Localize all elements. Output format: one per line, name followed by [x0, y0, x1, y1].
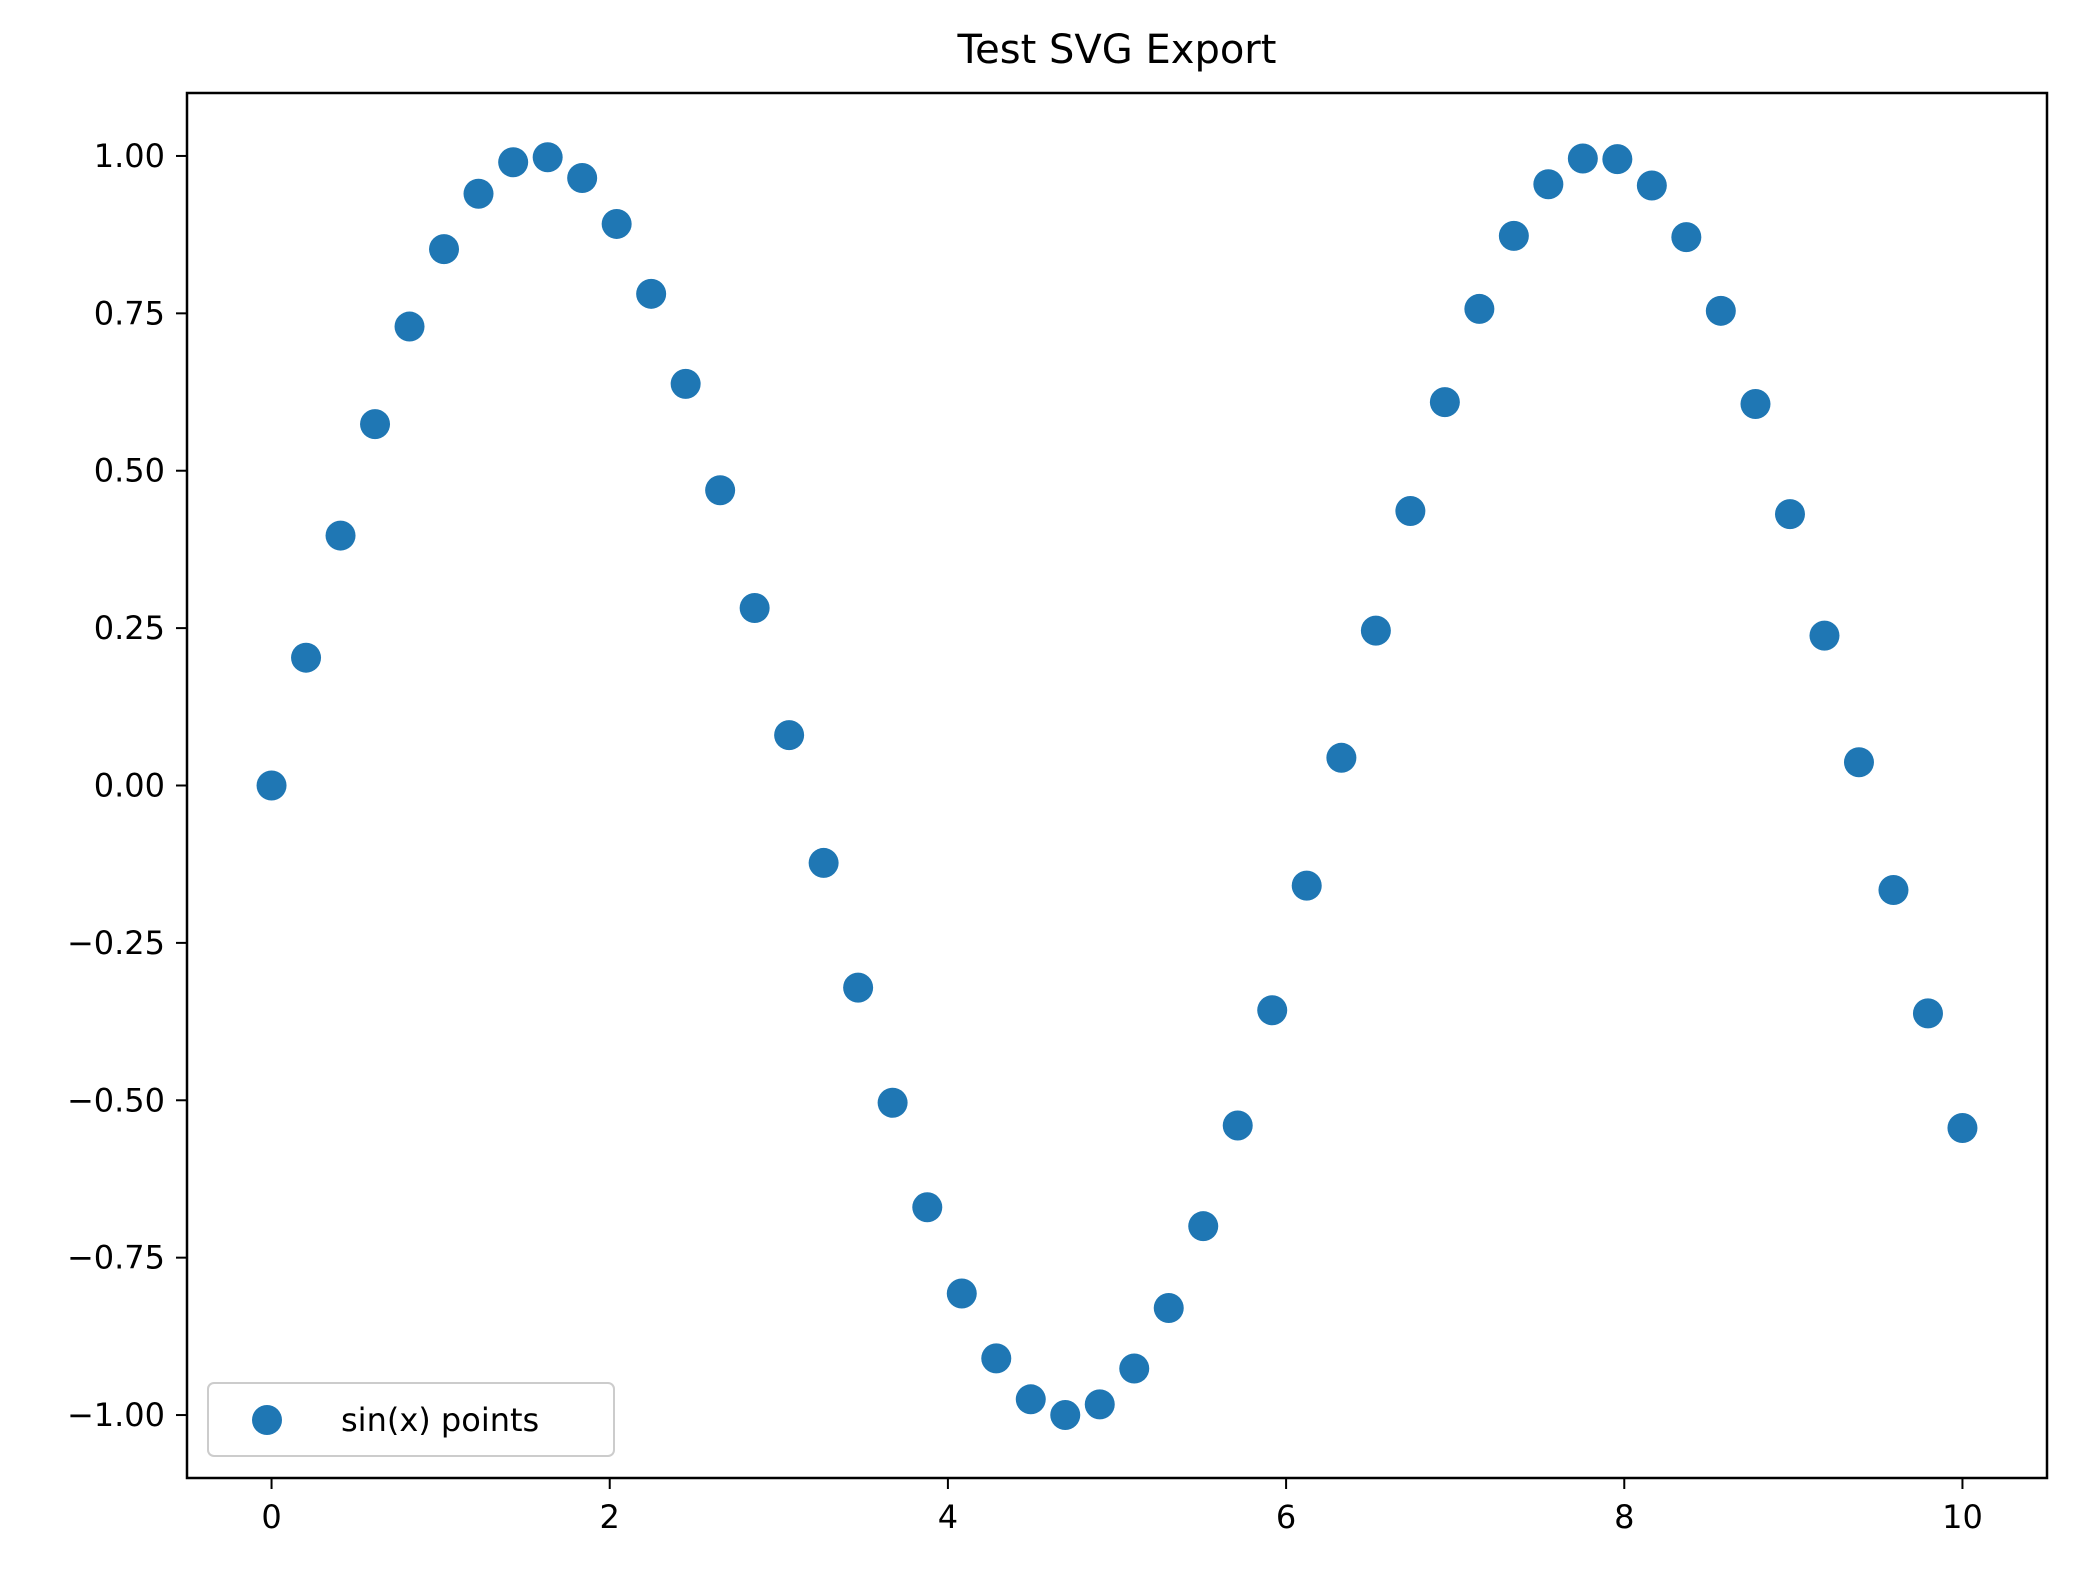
data-point	[1498, 220, 1529, 251]
data-point	[1774, 499, 1805, 530]
y-tick-label: −0.75	[67, 1239, 165, 1277]
data-point	[1912, 998, 1943, 1029]
data-point	[1567, 143, 1598, 174]
data-point	[1464, 293, 1495, 324]
data-point	[705, 475, 736, 506]
data-point	[1705, 295, 1736, 326]
data-point	[843, 972, 874, 1003]
data-point	[1671, 222, 1702, 253]
data-point	[394, 311, 425, 342]
data-point	[291, 642, 322, 673]
data-point	[1326, 742, 1357, 773]
x-tick-label: 0	[261, 1498, 281, 1536]
x-tick-label: 10	[1942, 1498, 1983, 1536]
y-axis: 1.00 0.75 0.50 0.25 0.00 −0.25 −0.50 −0.75 −1.00	[67, 137, 187, 1434]
x-tick-label: 8	[1614, 1498, 1634, 1536]
data-point	[532, 142, 563, 173]
y-tick-label: −0.50	[67, 1081, 165, 1119]
data-point	[1084, 1389, 1115, 1420]
data-point	[1188, 1211, 1219, 1242]
scatter-points	[256, 142, 1978, 1431]
legend-marker	[252, 1405, 282, 1435]
x-tick-label: 6	[1276, 1498, 1296, 1536]
data-point	[1153, 1293, 1184, 1324]
data-point	[429, 234, 460, 265]
data-point	[981, 1343, 1012, 1374]
x-tick-label: 2	[600, 1498, 620, 1536]
y-tick-label: 0.00	[94, 767, 165, 805]
y-tick-label: 1.00	[94, 137, 165, 175]
y-tick-label: 0.25	[94, 609, 165, 647]
data-point	[1878, 875, 1909, 906]
legend-box	[207, 1382, 615, 1457]
data-point	[1636, 170, 1667, 201]
data-point	[636, 278, 667, 309]
data-point	[1395, 496, 1426, 527]
data-point	[1809, 620, 1840, 651]
data-point	[1533, 169, 1564, 200]
data-point	[325, 520, 356, 551]
data-point	[360, 409, 391, 440]
data-point	[1050, 1400, 1081, 1431]
legend-label: sin(x) points	[341, 1401, 539, 1439]
y-tick-label: 0.75	[94, 294, 165, 332]
data-point	[567, 162, 598, 193]
data-point	[1360, 615, 1391, 646]
data-point	[774, 720, 805, 751]
data-point	[670, 368, 701, 399]
data-point	[946, 1278, 977, 1309]
chart-title: Test SVG Export	[957, 27, 1277, 73]
data-point	[877, 1087, 908, 1118]
data-point	[912, 1192, 943, 1223]
data-point	[1602, 144, 1633, 175]
data-point	[808, 847, 839, 878]
data-point	[1222, 1110, 1253, 1141]
data-point	[1119, 1353, 1150, 1384]
data-point	[739, 592, 770, 623]
data-point	[1015, 1384, 1046, 1415]
y-tick-label: −1.00	[67, 1396, 165, 1434]
data-point	[1843, 747, 1874, 778]
data-point	[1947, 1112, 1978, 1143]
data-point	[601, 208, 632, 239]
x-tick-label: 4	[938, 1498, 958, 1536]
data-point	[498, 147, 529, 178]
data-point	[1429, 387, 1460, 418]
y-tick-label: 0.50	[94, 452, 165, 490]
y-tick-label: −0.25	[67, 924, 165, 962]
data-point	[463, 178, 494, 209]
data-point	[1257, 995, 1288, 1026]
data-point	[256, 770, 287, 801]
data-point	[1291, 870, 1322, 901]
x-axis: 0 2 4 6 8 10	[261, 1478, 1983, 1536]
data-point	[1740, 388, 1771, 419]
legend: sin(x) points	[207, 1382, 615, 1457]
